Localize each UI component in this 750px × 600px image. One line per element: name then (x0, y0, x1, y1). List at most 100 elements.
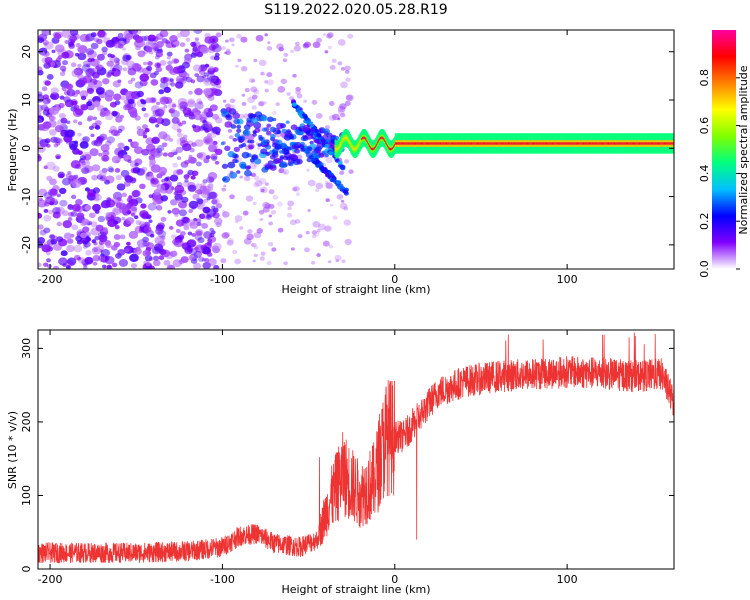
heatmap-cell (213, 264, 220, 269)
heatmap-cell (114, 100, 121, 106)
heatmap-cell (324, 225, 332, 232)
heatmap-cell (133, 215, 139, 220)
heatmap-cell (325, 182, 334, 190)
heatmap-cell (297, 234, 303, 239)
heatmap-cell (106, 264, 112, 269)
heatmap-cell (207, 144, 218, 153)
heatmap-cell (327, 45, 333, 50)
heatmap-cell (212, 113, 219, 120)
carrier-core (643, 142, 646, 145)
heatmap-cell (105, 199, 116, 208)
heatmap-cell (179, 42, 186, 47)
heatmap-cell (185, 37, 191, 42)
y-tick-label: 100 (20, 485, 33, 506)
heatmap-cell (196, 75, 205, 83)
heatmap-cell (112, 216, 122, 224)
heatmap-cell (142, 236, 150, 243)
heatmap-cell (198, 213, 206, 219)
heatmap-cell (188, 90, 193, 95)
heatmap-cell (258, 59, 267, 67)
heatmap-cell (158, 89, 165, 95)
heatmap-cell (192, 193, 200, 200)
heatmap-cell (159, 59, 167, 66)
heatmap-cell (182, 61, 190, 69)
heatmap-cell (221, 163, 228, 169)
heatmap-cell (289, 96, 294, 101)
heatmap-cell (114, 147, 124, 156)
heatmap-cell (231, 43, 235, 47)
heatmap-cell (142, 213, 149, 219)
heatmap-cell (148, 116, 157, 124)
heatmap-cell (108, 167, 115, 173)
carrier-core (447, 142, 450, 145)
heatmap-cell (239, 226, 244, 230)
heatmap-cell (206, 241, 212, 246)
carrier-core (668, 142, 671, 145)
heatmap-cell (122, 54, 131, 62)
heatmap-cell (289, 219, 297, 226)
heatmap-cell (328, 244, 334, 249)
heatmap-cell (252, 132, 257, 137)
heatmap-cell (253, 231, 262, 239)
heatmap-cell (222, 176, 231, 183)
heatmap-cell (168, 102, 177, 110)
heatmap-cell (290, 49, 295, 54)
heatmap-cell (172, 68, 177, 73)
heatmap-cell (207, 67, 216, 75)
heatmap-cell (135, 197, 143, 204)
heatmap-cell (123, 248, 130, 253)
heatmap-cell (38, 262, 42, 268)
heatmap-cell (149, 265, 155, 269)
heatmap-cell (284, 130, 293, 138)
heatmap-cell (209, 227, 215, 232)
heatmap-cell (113, 208, 120, 214)
heatmap-cell (42, 94, 50, 100)
heatmap-cell (221, 46, 226, 50)
heatmap-cell (72, 108, 83, 118)
heatmap-cell (140, 203, 147, 209)
heatmap-cell (44, 201, 50, 207)
heatmap-cell (298, 109, 304, 115)
heatmap-cell (71, 203, 81, 212)
heatmap-cell (149, 159, 156, 165)
carrier-core (450, 142, 453, 145)
heatmap-cell (42, 39, 49, 46)
heatmap-cell (135, 219, 142, 226)
heatmap-cell (228, 37, 235, 43)
heatmap-cell (311, 157, 317, 162)
carrier-core (431, 142, 434, 145)
heatmap-cell (264, 88, 269, 93)
heatmap-cell (45, 196, 55, 205)
heatmap-cell (172, 259, 182, 268)
carrier-core (637, 142, 640, 145)
heatmap-cell (174, 193, 183, 201)
colorbar-tick-label: 0.4 (698, 165, 711, 183)
heatmap-cell (145, 41, 155, 49)
heatmap-cell (198, 69, 206, 75)
heatmap-cell (164, 177, 169, 182)
heatmap-cell (53, 265, 60, 269)
heatmap-cell (59, 126, 64, 131)
heatmap-cell (282, 58, 288, 63)
heatmap-cell (221, 232, 230, 239)
heatmap-cell (61, 177, 71, 186)
heatmap-cell (195, 230, 203, 236)
heatmap-cell (331, 58, 337, 63)
heatmap-cell (332, 113, 340, 121)
colorbar-tick-label: 0.8 (698, 69, 711, 87)
heatmap-cell (304, 247, 310, 253)
heatmap-cell (64, 129, 75, 138)
heatmap-cell (170, 199, 178, 206)
heatmap-cell (171, 122, 181, 131)
carrier-core (516, 142, 519, 145)
heatmap-cell (118, 154, 124, 159)
heatmap-cell (117, 128, 123, 133)
heatmap-cell (49, 234, 55, 240)
heatmap-cell (105, 212, 112, 218)
heatmap-cell (343, 206, 349, 211)
heatmap-cell (305, 230, 310, 235)
heatmap-cell (100, 144, 110, 152)
heatmap-cell (91, 174, 98, 181)
heatmap-cell (123, 145, 130, 151)
heatmap-cell (267, 41, 271, 45)
